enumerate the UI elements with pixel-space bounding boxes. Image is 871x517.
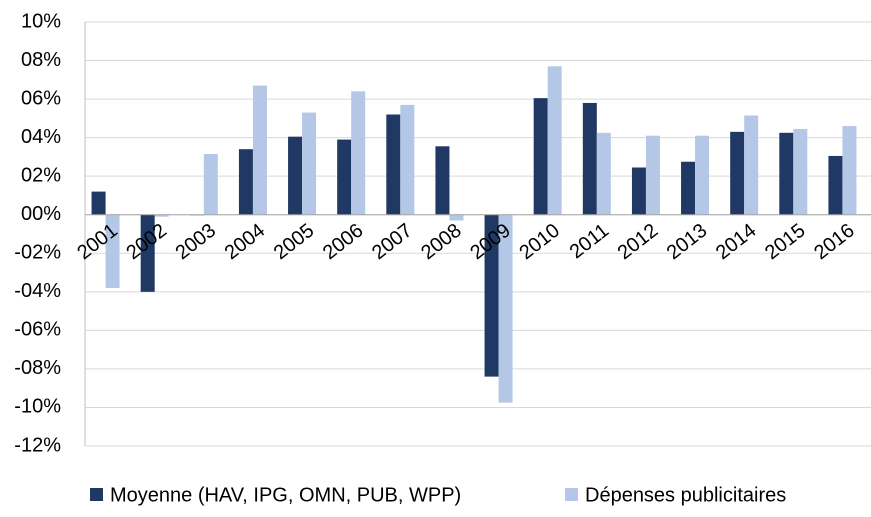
bar: [744, 115, 759, 215]
bar: [484, 214, 499, 377]
x-tick-label: 2011: [566, 219, 613, 263]
x-tick-label: 2008: [417, 219, 466, 264]
bar: [386, 114, 401, 215]
bar: [547, 66, 562, 215]
bar: [400, 104, 415, 215]
bar: [779, 132, 794, 215]
y-tick-label: -02%: [14, 242, 61, 264]
x-tick-label: 2006: [319, 219, 368, 264]
bar: [154, 214, 169, 217]
legend-label: Dépenses publicitaires: [585, 484, 786, 506]
x-tick-label: 2014: [712, 219, 761, 264]
x-tick-label: 2005: [270, 219, 319, 264]
x-tick-label: 2003: [172, 219, 221, 264]
bar: [252, 85, 267, 215]
bar: [631, 167, 646, 215]
bar: [203, 154, 218, 215]
x-tick-label: 2004: [221, 219, 270, 264]
bar: [730, 131, 745, 215]
bar: [645, 135, 660, 215]
x-tick-label: 2012: [614, 219, 663, 264]
legend-swatch: [90, 488, 103, 501]
bar: [238, 149, 253, 215]
y-tick-label: 10%: [21, 10, 61, 32]
bar: [105, 214, 120, 288]
y-tick-label: 08%: [21, 49, 61, 71]
bar: [582, 102, 597, 215]
x-tick-label: 2010: [515, 219, 564, 264]
bar: [498, 214, 513, 403]
bar: [337, 139, 352, 215]
legend-label: Moyenne (HAV, IPG, OMN, PUB, WPP): [110, 484, 461, 506]
bar: [695, 135, 710, 215]
bar: [302, 112, 317, 215]
bar: [91, 191, 106, 215]
y-tick-label: -08%: [14, 357, 61, 379]
bar: [828, 155, 843, 215]
bar: [140, 214, 155, 292]
bar: [449, 214, 464, 221]
y-tick-label: -10%: [14, 396, 61, 418]
x-tick-label: 2016: [810, 219, 859, 264]
y-tick-label: 00%: [21, 203, 61, 225]
bar: [842, 126, 857, 215]
x-tick-label: 2013: [663, 219, 712, 264]
bar: [793, 128, 808, 215]
x-tick-label: 2015: [761, 219, 810, 264]
y-tick-label: 06%: [21, 87, 61, 109]
bar: [533, 98, 548, 215]
bar: [288, 136, 303, 215]
y-tick-label: 02%: [21, 164, 61, 186]
legend-swatch: [565, 488, 578, 501]
bar: [596, 132, 611, 215]
y-tick-label: -06%: [14, 319, 61, 341]
bar: [435, 146, 450, 215]
bar: [351, 91, 366, 215]
bar: [681, 161, 696, 215]
y-tick-label: 04%: [21, 126, 61, 148]
y-tick-label: -12%: [14, 434, 61, 456]
y-tick-label: -04%: [14, 280, 61, 302]
x-tick-label: 2007: [368, 219, 417, 264]
